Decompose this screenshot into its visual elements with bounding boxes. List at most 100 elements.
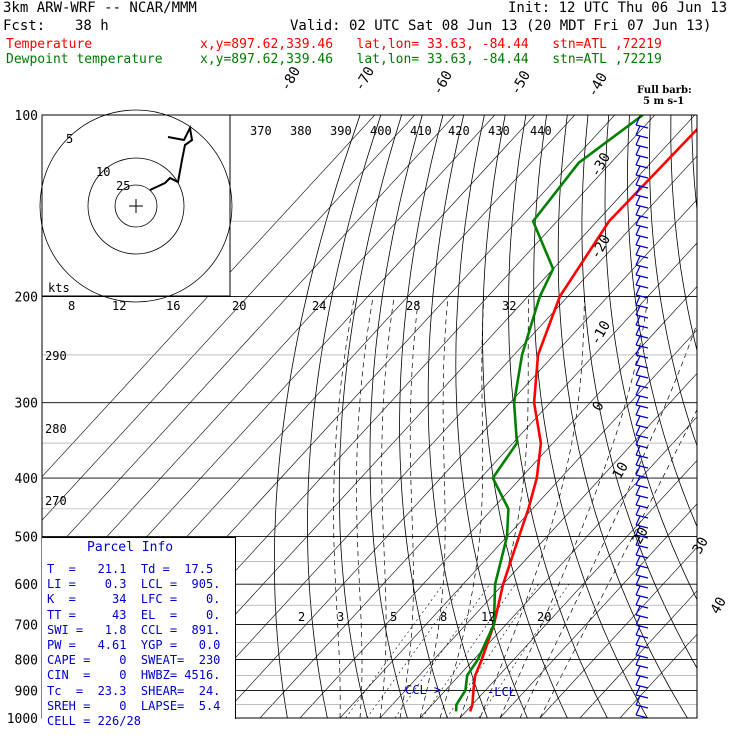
theta-label: 440	[530, 124, 552, 138]
wind-barb	[635, 454, 649, 459]
wind-barb	[635, 245, 641, 256]
wind-barb	[635, 585, 641, 596]
wind-barb	[635, 354, 649, 359]
dewpoint-profile	[454, 115, 644, 712]
wind-barb	[635, 594, 649, 599]
isotherm-line	[539, 546, 697, 718]
wind-barb	[635, 584, 649, 589]
wind-barb	[635, 334, 649, 339]
wind-barb	[635, 144, 649, 149]
hodograph-label: 24	[312, 299, 326, 313]
wind-barb	[635, 445, 641, 456]
parcel-info-row: K = 34 LFC = 0.	[47, 592, 221, 607]
parcel-info-row: LI = 0.3 LCL = 905.	[47, 577, 221, 592]
wind-barb	[635, 654, 649, 659]
wind-barb	[635, 234, 649, 239]
lcl-label: -LCL	[487, 685, 516, 699]
wind-barb	[635, 504, 649, 509]
wind-barb	[635, 404, 649, 409]
dry-adiabat	[733, 115, 740, 718]
wind-barb	[635, 555, 641, 566]
theta-label: 390	[330, 124, 352, 138]
isotherm-line	[299, 286, 697, 718]
dewpoint-location: x,y=897.62,339.46 lat,lon= 33.63, -84.44…	[200, 52, 662, 67]
wind-barb	[635, 465, 641, 476]
wind-barb	[635, 645, 641, 656]
hodograph-ring	[114, 184, 158, 228]
wind-barb	[635, 284, 649, 289]
wind-barb	[635, 514, 649, 519]
parcel-info-box	[42, 537, 236, 719]
wind-barb	[635, 524, 649, 529]
wind-barb	[635, 304, 649, 309]
wind-barb	[635, 694, 649, 699]
dry-adiabat	[581, 115, 697, 669]
wind-barb	[635, 544, 649, 549]
wind-barb	[635, 494, 649, 499]
mixing-ratio-label: 3	[337, 610, 344, 624]
wind-barb	[635, 205, 641, 216]
isotherm-line	[339, 329, 697, 718]
wind-barb	[635, 365, 641, 376]
wind-barb	[635, 375, 641, 386]
wind-barb	[635, 625, 641, 636]
pressure-tick-label: 1000	[7, 712, 38, 727]
wind-barb	[635, 384, 649, 389]
wind-barb	[635, 435, 641, 446]
ccl-label: CCL->	[405, 683, 441, 697]
isotherm-label: 20	[630, 524, 652, 547]
wind-barb	[635, 684, 649, 689]
isotherm-line	[42, 115, 495, 608]
theta-label: 380	[290, 124, 312, 138]
hodograph-label: 32	[502, 299, 516, 313]
dry-adiabat	[369, 115, 423, 718]
pressure-tick-label: 300	[15, 397, 38, 412]
wind-barb	[635, 224, 649, 229]
theta-label: 410	[410, 124, 432, 138]
moist-adiabat	[356, 296, 374, 718]
wind-barb	[635, 674, 649, 679]
temperature-profile	[468, 127, 697, 712]
wind-barb	[635, 164, 649, 169]
wind-barb	[635, 464, 649, 469]
theta-label: 280	[45, 422, 67, 436]
wind-barb	[635, 174, 649, 179]
wind-barb	[635, 154, 649, 159]
hodograph-label: kts	[48, 281, 70, 295]
mixing-ratio-label: 8	[440, 610, 447, 624]
theta-label: 420	[448, 124, 470, 138]
theta-label: 270	[45, 494, 67, 508]
wind-barb	[635, 415, 641, 426]
wind-barb	[635, 215, 641, 226]
wind-barb	[635, 395, 641, 406]
wind-barb	[635, 605, 641, 616]
wind-barb	[635, 314, 649, 319]
hodograph-label: 20	[232, 299, 246, 313]
wind-barb	[635, 145, 641, 156]
wind-barb	[635, 614, 649, 619]
wind-barb	[635, 535, 641, 546]
wind-barb	[635, 475, 641, 486]
wind-barb	[635, 255, 641, 266]
wind-barb	[635, 394, 649, 399]
isotherm-line	[219, 199, 697, 718]
isotherm-label: -70	[352, 64, 379, 94]
moist-adiabat	[419, 296, 449, 718]
theta-label: 370	[250, 124, 272, 138]
model-title: 3km ARW-WRF -- NCAR/MMM	[3, 0, 197, 16]
wind-barb	[635, 474, 649, 479]
isotherm-line	[259, 242, 697, 718]
moist-adiabat	[439, 296, 485, 718]
dry-adiabat	[427, 115, 488, 718]
moist-adiabat	[399, 296, 420, 718]
pressure-tick-label: 100	[15, 109, 38, 124]
wind-barb	[635, 235, 641, 246]
hodograph-trace	[149, 124, 194, 191]
parcel-info-row: CIN = 0 HWBZ= 4516.	[47, 668, 221, 683]
isotherm-label: -60	[430, 68, 457, 98]
wind-barb	[635, 505, 641, 516]
wind-barb	[635, 484, 649, 489]
wind-legend-title: Full barb:	[637, 85, 692, 96]
wind-barb	[635, 385, 641, 396]
wind-barb	[635, 194, 649, 199]
